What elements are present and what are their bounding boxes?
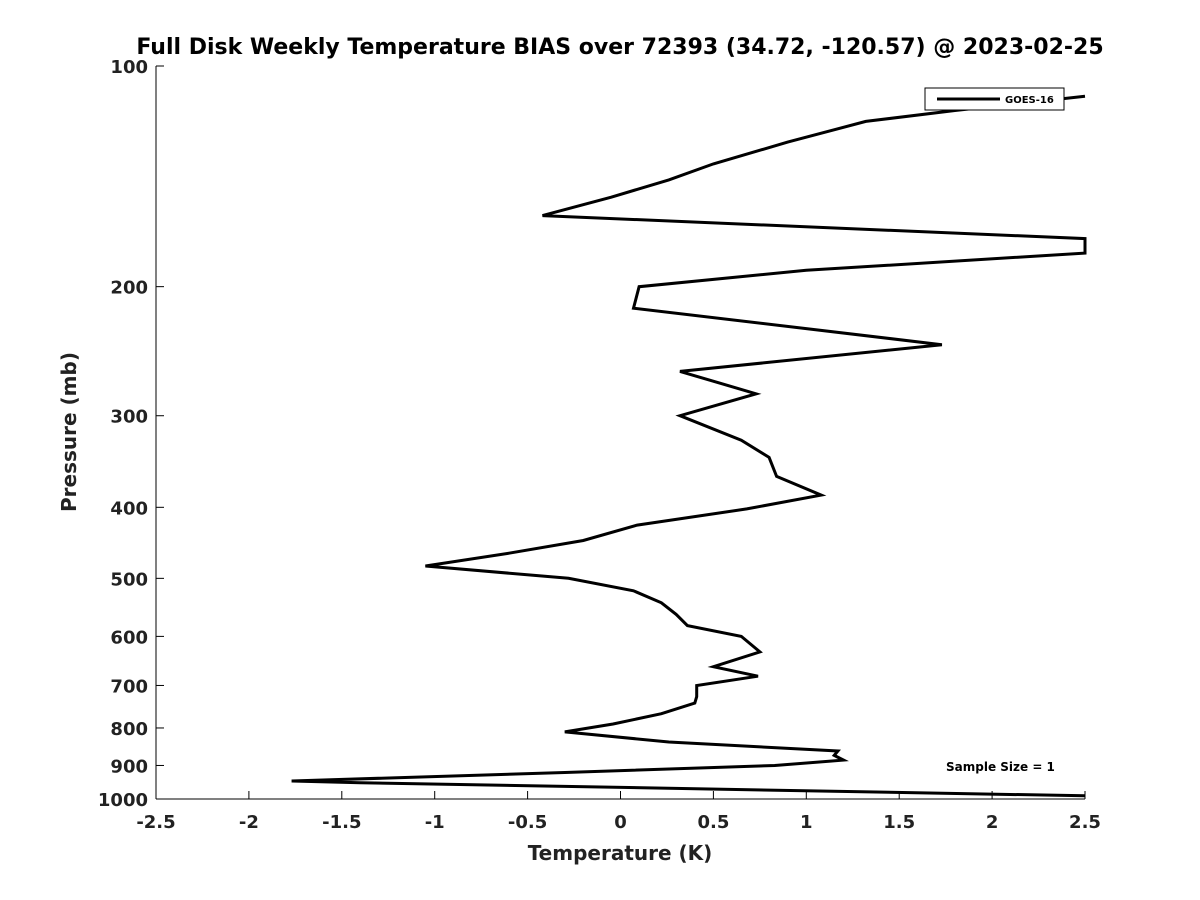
y-tick-label: 300	[110, 407, 148, 428]
x-tick-label: 0.5	[697, 812, 729, 833]
x-axis-label: Temperature (K)	[528, 841, 713, 865]
chart-title: Full Disk Weekly Temperature BIAS over 7…	[136, 35, 1103, 60]
legend: GOES-16	[924, 87, 1065, 111]
y-axis-label: Pressure (mb)	[57, 352, 81, 512]
x-tick-label: 2.5	[1069, 812, 1101, 833]
x-tick-label: -0.5	[508, 812, 547, 833]
x-tick-label: 0	[614, 812, 627, 833]
y-tick-label: 400	[110, 498, 148, 519]
legend-label: GOES-16	[1005, 95, 1054, 106]
y-tick-label: 600	[110, 627, 148, 648]
plot-area	[156, 66, 1085, 799]
y-tick-label: 1000	[98, 790, 148, 811]
x-tick-label: -1.5	[322, 812, 361, 833]
x-tick-label: -2.5	[136, 812, 175, 833]
x-tick-label: -1	[425, 812, 445, 833]
y-tick-label: 200	[110, 278, 148, 299]
y-tick-label: 500	[110, 569, 148, 590]
x-tick-label: 1.5	[883, 812, 915, 833]
y-axis-ticks: 100 200 300 400 500 600 700 800 900 1000	[98, 57, 164, 811]
x-axis-ticks: -2.5 -2 -1.5 -1 -0.5 0 0.5 1 1.5 2 2.5	[136, 791, 1101, 833]
x-tick-label: 2	[986, 812, 999, 833]
y-tick-label: 900	[110, 756, 148, 777]
y-tick-label: 700	[110, 676, 148, 697]
x-tick-label: 1	[800, 812, 813, 833]
series-line-goes-16	[291, 94, 1087, 798]
sample-size-annotation: Sample Size = 1	[946, 760, 1055, 774]
x-tick-label: -2	[239, 812, 259, 833]
y-tick-label: 100	[110, 57, 148, 78]
y-tick-label: 800	[110, 719, 148, 740]
